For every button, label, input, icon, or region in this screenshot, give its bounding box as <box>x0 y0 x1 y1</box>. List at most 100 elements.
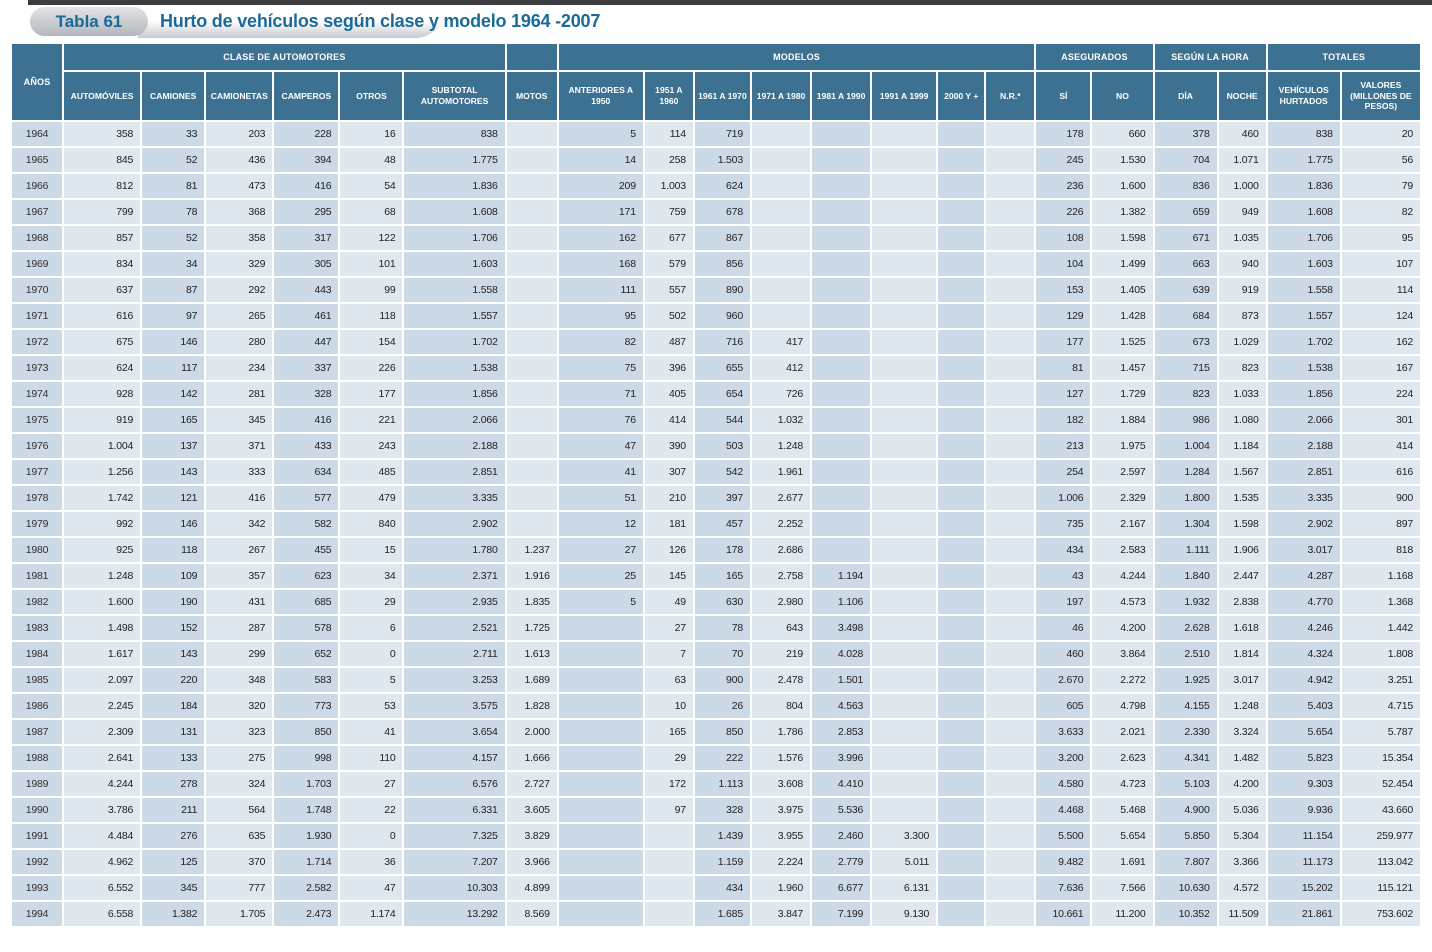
table-cell: 3.975 <box>751 798 811 822</box>
table-cell: 4.962 <box>64 850 141 874</box>
table-cell: 162 <box>558 226 643 250</box>
table-cell: 949 <box>1218 200 1266 224</box>
table-cell: 4.155 <box>1154 694 1217 718</box>
table-cell: 328 <box>274 382 339 406</box>
table-row: 1983 1.498 152 287 578 6 2.521 1.725 27 78 643 3.49… <box>12 616 1420 640</box>
table-cell <box>938 512 985 536</box>
year-cell: 1975 <box>12 408 63 432</box>
table-header: AÑOS CLASE DE AUTOMOTORES MODELOS ASEGURADO… <box>12 44 1420 120</box>
table-cell: 960 <box>694 304 750 328</box>
table-cell <box>872 616 937 640</box>
year-cell: 1989 <box>12 772 63 796</box>
table-cell: 2.167 <box>1092 512 1153 536</box>
table-cell: 3.300 <box>872 824 937 848</box>
table-cell: 623 <box>274 564 339 588</box>
table-body: 1964 358 33 203 228 16 838 5 114 719 178 660 378 460 8… <box>12 122 1420 926</box>
table-cell: 210 <box>644 486 693 510</box>
table-row: 1968 857 52 358 317 122 1.706 162 677 867 108 1.598… <box>12 226 1420 250</box>
table-cell: 11.509 <box>1218 902 1266 926</box>
table-cell: 3.366 <box>1218 850 1266 874</box>
year-cell: 1969 <box>12 252 63 276</box>
table-cell <box>938 590 985 614</box>
table-cell <box>751 174 811 198</box>
table-cell: 433 <box>274 434 339 458</box>
table-cell <box>986 304 1035 328</box>
table-cell: 3.654 <box>404 720 505 744</box>
table-cell <box>938 616 985 640</box>
table-cell: 485 <box>340 460 403 484</box>
year-cell: 1974 <box>12 382 63 406</box>
table-cell: 582 <box>274 512 339 536</box>
table-cell: 68 <box>340 200 403 224</box>
table-cell: 663 <box>1154 252 1217 276</box>
table-cell: 1.916 <box>506 564 557 588</box>
table-cell: 2.510 <box>1154 642 1217 666</box>
table-cell: 3.864 <box>1092 642 1153 666</box>
column-header: 2000 Y + <box>938 72 985 120</box>
table-row: 1985 2.097 220 348 583 5 3.253 1.689 63 900 2.478 1… <box>12 668 1420 692</box>
table-cell: 27 <box>558 538 643 562</box>
table-cell <box>506 330 557 354</box>
year-cell: 1978 <box>12 486 63 510</box>
table-cell: 1.004 <box>64 434 141 458</box>
table-cell: 76 <box>558 408 643 432</box>
table-cell: 1.538 <box>404 356 505 380</box>
table-cell: 4.028 <box>812 642 871 666</box>
table-cell: 1.706 <box>1267 226 1340 250</box>
table-cell: 320 <box>206 694 273 718</box>
table-cell: 577 <box>274 486 339 510</box>
table-cell: 823 <box>1218 356 1266 380</box>
table-cell: 655 <box>694 356 750 380</box>
table-cell: 434 <box>1036 538 1091 562</box>
table-cell: 4.244 <box>1092 564 1153 588</box>
table-cell: 79 <box>1341 174 1420 198</box>
table-cell <box>872 486 937 510</box>
table-cell: 3.786 <box>64 798 141 822</box>
table-cell: 461 <box>274 304 339 328</box>
table-cell <box>938 174 985 198</box>
table-cell <box>938 564 985 588</box>
table-cell <box>986 902 1035 926</box>
table-cell: 624 <box>694 174 750 198</box>
table-cell: 5.536 <box>812 798 871 822</box>
table-cell: 624 <box>64 356 141 380</box>
table-cell <box>938 902 985 926</box>
table-cell: 111 <box>558 278 643 302</box>
table-cell: 2.245 <box>64 694 141 718</box>
table-cell: 280 <box>206 330 273 354</box>
table-cell <box>872 798 937 822</box>
table-cell: 1.525 <box>1092 330 1153 354</box>
table-cell: 460 <box>1218 122 1266 146</box>
column-header: VALORES (MILLONES DE PESOS) <box>1341 72 1420 120</box>
table-cell: 2.670 <box>1036 668 1091 692</box>
table-cell: 41 <box>340 720 403 744</box>
table-cell: 1.071 <box>1218 148 1266 172</box>
table-cell: 1.666 <box>506 746 557 770</box>
table-cell <box>986 252 1035 276</box>
table-cell <box>986 330 1035 354</box>
year-cell: 1973 <box>12 356 63 380</box>
table-cell: 1.004 <box>1154 434 1217 458</box>
table-cell: 371 <box>206 434 273 458</box>
table-cell: 2.000 <box>506 720 557 744</box>
table-cell: 278 <box>142 772 205 796</box>
table-cell: 143 <box>142 460 205 484</box>
table-cell: 812 <box>64 174 141 198</box>
table-cell: 126 <box>644 538 693 562</box>
table-cell: 1.382 <box>1092 200 1153 224</box>
table-cell: 114 <box>644 122 693 146</box>
table-cell: 634 <box>274 460 339 484</box>
table-cell: 1.814 <box>1218 642 1266 666</box>
table-cell: 21.861 <box>1267 902 1340 926</box>
table-cell: 2.066 <box>404 408 505 432</box>
table-cell: 1.808 <box>1341 642 1420 666</box>
table-cell: 434 <box>694 876 750 900</box>
table-cell <box>938 642 985 666</box>
table-cell: 759 <box>644 200 693 224</box>
table-cell: 396 <box>644 356 693 380</box>
table-cell <box>812 252 871 276</box>
table-cell: 142 <box>142 382 205 406</box>
table-cell <box>938 668 985 692</box>
table-cell: 167 <box>1341 356 1420 380</box>
table-cell: 4.287 <box>1267 564 1340 588</box>
